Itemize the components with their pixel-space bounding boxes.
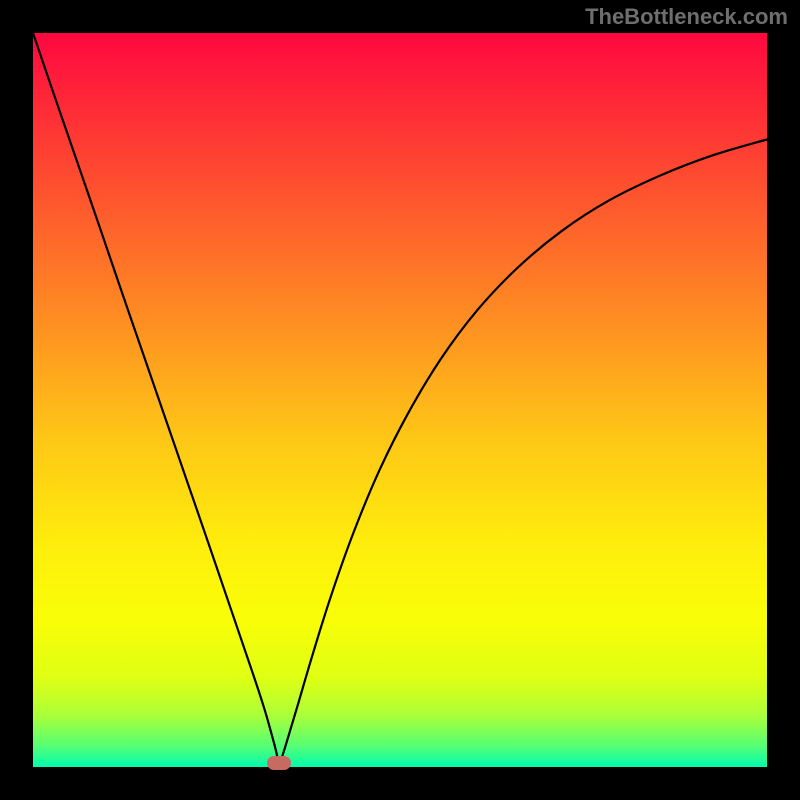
watermark-text: TheBottleneck.com [585, 4, 788, 30]
plot-area [33, 33, 767, 767]
chart-container: TheBottleneck.com [0, 0, 800, 800]
bottleneck-curve [33, 33, 767, 767]
curve-layer [33, 33, 767, 767]
vertex-marker [267, 756, 291, 770]
